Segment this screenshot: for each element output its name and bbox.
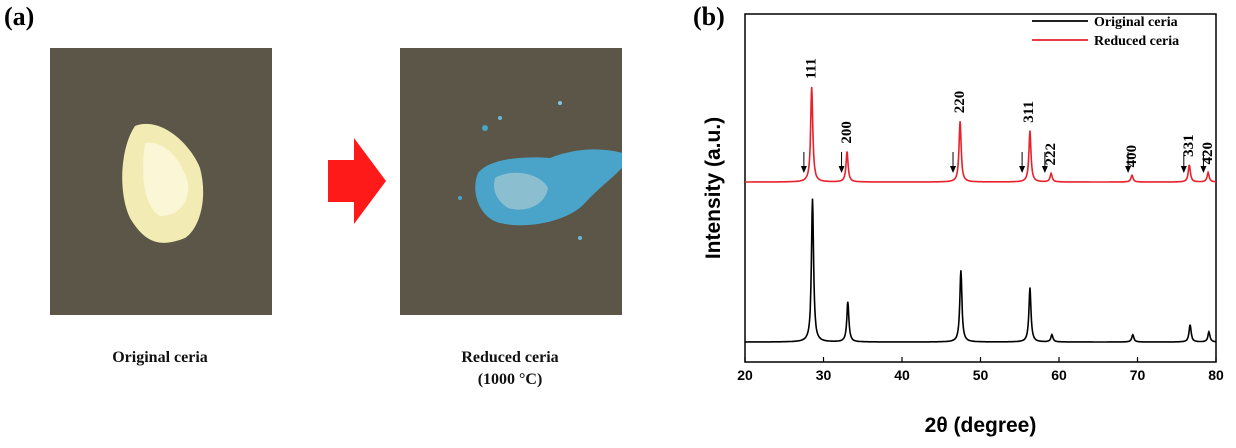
x-tick-label-2: 40 bbox=[894, 367, 910, 383]
original-ceria-photo bbox=[50, 48, 272, 315]
x-tick-label-6: 80 bbox=[1208, 367, 1224, 383]
red-arrow-icon bbox=[328, 138, 386, 224]
y-axis-label: Intensity (a.u.) bbox=[702, 117, 725, 259]
peak-label-400: 400 bbox=[1124, 145, 1140, 168]
peak-label-200: 200 bbox=[839, 121, 855, 144]
arrow-marker-head-2 bbox=[950, 166, 957, 173]
arrow-marker-head-1 bbox=[838, 166, 845, 173]
x-tick-label-5: 70 bbox=[1130, 367, 1146, 383]
arrow-marker-head-7 bbox=[1200, 166, 1207, 173]
peak-label-420: 420 bbox=[1200, 142, 1216, 165]
reduced-ceria-caption-line1: Reduced ceria bbox=[461, 349, 559, 366]
panel-b-label: (b) bbox=[693, 2, 725, 31]
legend-label-0: Original ceria bbox=[1094, 15, 1178, 30]
reduced-ceria-photo bbox=[400, 48, 622, 315]
peak-label-331: 331 bbox=[1181, 134, 1197, 157]
series-line-1 bbox=[745, 86, 1216, 183]
legend-label-1: Reduced ceria bbox=[1094, 34, 1179, 49]
x-tick-label-0: 20 bbox=[737, 367, 753, 383]
xrd-chart: 20 30 40 50 60 70 80 2θ (degree) Intensity (a.u.… bbox=[702, 13, 1224, 437]
x-tick-label-3: 50 bbox=[973, 367, 989, 383]
reduced-ceria-caption-line2: (1000 °C) bbox=[477, 371, 543, 388]
peak-label-222: 222 bbox=[1043, 143, 1059, 166]
x-tick-label-1: 30 bbox=[816, 367, 832, 383]
reduced-ceria-caption: Reduced ceria (1000 °C) bbox=[405, 347, 615, 391]
arrow-marker-head-4 bbox=[1041, 166, 1048, 173]
arrow-marker-head-5 bbox=[1125, 166, 1132, 173]
panel-a-label: (a) bbox=[4, 2, 35, 31]
x-tick-label-4: 60 bbox=[1051, 367, 1067, 383]
arrow-marker-head-6 bbox=[1180, 166, 1187, 173]
peak-label-220: 220 bbox=[952, 91, 968, 114]
original-ceria-caption: Original ceria bbox=[112, 349, 208, 366]
arrow-marker-head-3 bbox=[1019, 166, 1026, 173]
arrow-marker-head-0 bbox=[800, 166, 807, 173]
peak-label-311: 311 bbox=[1021, 101, 1037, 123]
peak-label-111: 111 bbox=[804, 58, 820, 79]
series-line-0 bbox=[745, 198, 1216, 343]
x-axis-label: 2θ (degree) bbox=[925, 414, 1037, 437]
